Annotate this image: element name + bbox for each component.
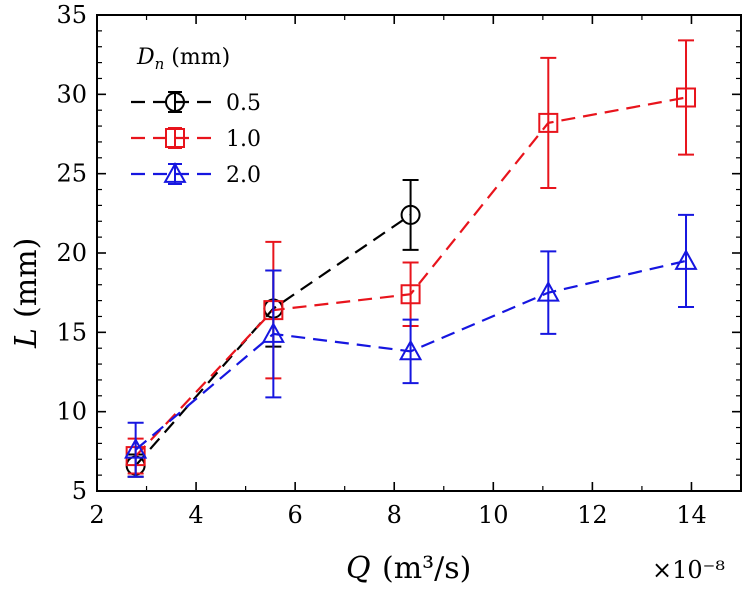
y-axis-variable: L bbox=[9, 328, 44, 349]
legend-entry-1-0: 1.0 bbox=[131, 127, 261, 152]
x-axis-variable: Q bbox=[346, 551, 371, 586]
data-point bbox=[536, 280, 560, 302]
data-point bbox=[261, 321, 285, 343]
y-axis-unit: (mm) bbox=[9, 238, 44, 318]
data-point bbox=[400, 284, 421, 305]
series-2-0 bbox=[124, 213, 698, 478]
series-group bbox=[124, 39, 698, 478]
x-tick-label: 4 bbox=[188, 501, 203, 529]
legend-label: 1.0 bbox=[226, 127, 261, 152]
axes-group: 2 4 6 8 10 12 14 5 10 15 20 25 30 35 bbox=[56, 1, 742, 529]
x-tick-label: 10 bbox=[478, 501, 509, 529]
y-tick-label: 30 bbox=[56, 80, 87, 108]
data-point bbox=[124, 437, 148, 459]
x-axis-multiplier: ×10⁻⁸ bbox=[652, 556, 725, 584]
legend-title: Dn (mm) bbox=[136, 45, 230, 73]
legend-label: 2.0 bbox=[226, 163, 261, 188]
x-tick-label: 2 bbox=[89, 501, 104, 529]
x-axis-unit: (m³/s) bbox=[382, 551, 471, 586]
data-point bbox=[674, 248, 698, 270]
y-tick-label: 35 bbox=[56, 1, 87, 29]
data-point bbox=[676, 87, 697, 108]
data-point bbox=[398, 339, 423, 361]
y-tick-label: 5 bbox=[72, 477, 87, 505]
series-1-0 bbox=[125, 39, 697, 475]
legend-label: 0.5 bbox=[226, 91, 261, 116]
legend-entry-0-5: 0.5 bbox=[131, 91, 261, 116]
legend: Dn (mm) 0.5 1.0 2.0 bbox=[131, 45, 261, 188]
legend-entry-2-0: 2.0 bbox=[131, 162, 261, 188]
y-tick-label: 15 bbox=[56, 318, 87, 346]
x-tick-label: 6 bbox=[288, 501, 303, 529]
plot-frame bbox=[96, 14, 742, 492]
x-tick-label: 12 bbox=[577, 501, 608, 529]
data-point bbox=[400, 204, 421, 225]
legend-marker bbox=[165, 128, 185, 148]
x-tick-label: 14 bbox=[676, 501, 707, 529]
y-tick-label: 10 bbox=[56, 398, 87, 426]
y-tick-label: 25 bbox=[56, 160, 87, 188]
y-tick-label: 20 bbox=[56, 239, 87, 267]
legend-marker bbox=[163, 162, 187, 183]
x-tick-label: 8 bbox=[387, 501, 402, 529]
legend-marker bbox=[165, 92, 185, 112]
data-point bbox=[538, 112, 559, 133]
